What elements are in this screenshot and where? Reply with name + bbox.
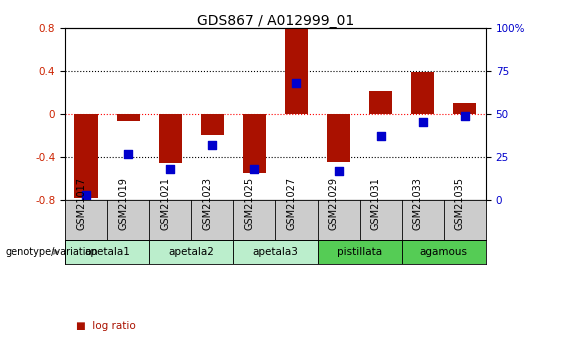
Point — [292, 80, 301, 86]
Text: agamous: agamous — [420, 247, 468, 257]
Point — [250, 166, 259, 172]
Bar — [369, 91, 392, 114]
Text: apetala2: apetala2 — [168, 247, 214, 257]
Text: apetala3: apetala3 — [253, 247, 298, 257]
Text: GSM21029: GSM21029 — [329, 177, 338, 230]
Point — [334, 168, 343, 174]
Text: GDS867 / A012999_01: GDS867 / A012999_01 — [197, 14, 354, 28]
Bar — [318, 240, 402, 264]
Point — [166, 166, 175, 172]
Bar — [233, 240, 318, 264]
Text: GSM21019: GSM21019 — [118, 177, 128, 230]
Bar — [411, 72, 434, 114]
Point — [124, 151, 133, 156]
Bar — [65, 240, 149, 264]
Bar — [453, 103, 476, 114]
Text: GSM21031: GSM21031 — [371, 177, 381, 230]
Text: genotype/variation: genotype/variation — [6, 247, 98, 257]
Text: GSM21033: GSM21033 — [413, 177, 423, 230]
Bar — [201, 114, 224, 136]
Text: apetala1: apetala1 — [84, 247, 130, 257]
Bar — [285, 29, 308, 114]
Text: GSM21027: GSM21027 — [286, 177, 297, 230]
Bar — [402, 240, 486, 264]
Bar — [327, 114, 350, 162]
Bar — [75, 114, 98, 198]
Bar — [159, 114, 182, 164]
Text: pistillata: pistillata — [337, 247, 382, 257]
Text: ■  log ratio: ■ log ratio — [76, 321, 136, 331]
Point — [81, 192, 90, 198]
Point — [376, 134, 385, 139]
Text: GSM21025: GSM21025 — [245, 177, 254, 230]
Text: GSM21021: GSM21021 — [160, 177, 170, 230]
Text: GSM21017: GSM21017 — [76, 177, 86, 230]
Text: GSM21035: GSM21035 — [455, 177, 465, 230]
Bar — [149, 240, 233, 264]
Point — [208, 142, 217, 148]
Bar — [243, 114, 266, 173]
Bar — [116, 114, 140, 121]
Text: GSM21023: GSM21023 — [202, 177, 212, 230]
Point — [460, 113, 470, 118]
Point — [418, 120, 427, 125]
